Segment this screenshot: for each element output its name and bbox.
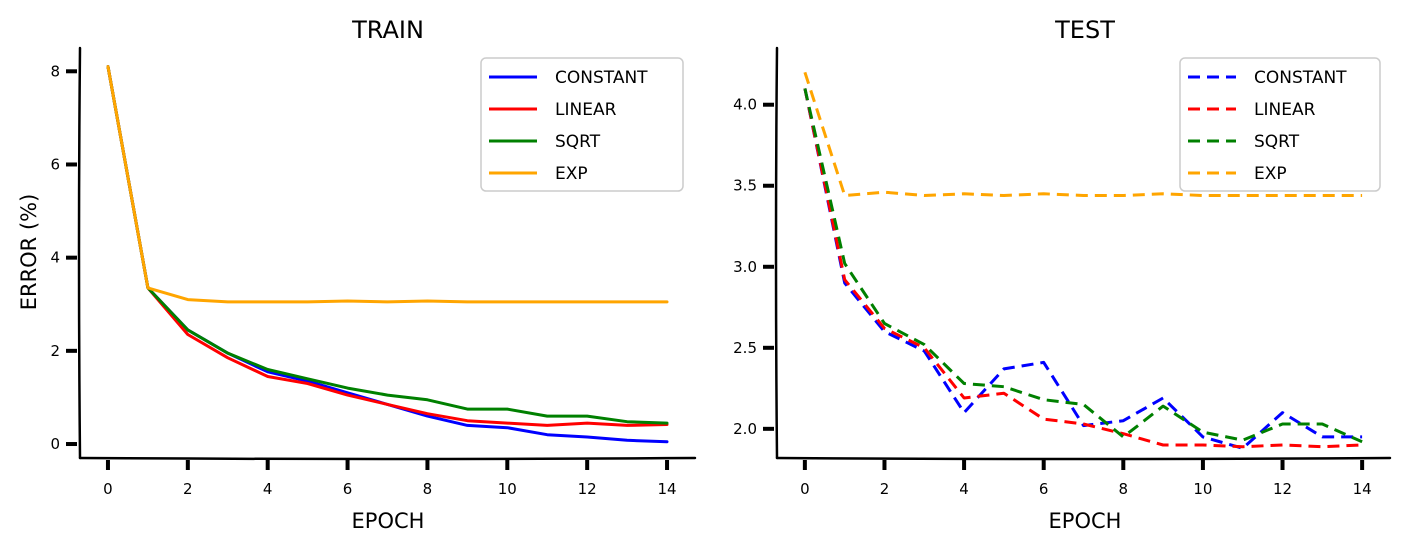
test-series-line-exp bbox=[803, 71, 1363, 197]
train-x-tick-label: 10 bbox=[498, 480, 517, 498]
train-y-tick-label: 6 bbox=[50, 155, 60, 173]
train-series-line-linear bbox=[106, 65, 669, 427]
train-x-tick-label: 6 bbox=[343, 480, 353, 498]
train-y-tick-label: 8 bbox=[50, 62, 60, 80]
train-x-tick-label: 14 bbox=[657, 480, 676, 498]
train-y-tick-label: 2 bbox=[50, 342, 60, 360]
train-legend-box bbox=[480, 57, 684, 192]
train-x-axis-spine bbox=[78, 456, 697, 461]
test-legend-label-linear: LINEAR bbox=[1254, 100, 1316, 120]
test-legend-label-exp: EXP bbox=[1254, 164, 1287, 184]
train-x-tick-label: 0 bbox=[103, 480, 113, 498]
test-x-axis-label: EPOCH bbox=[1049, 509, 1122, 533]
test-x-tick-label: 2 bbox=[880, 480, 890, 498]
train-x-tick-label: 2 bbox=[183, 480, 193, 498]
train-legend-label-sqrt: SQRT bbox=[555, 132, 601, 152]
test-y-tick-label: 2.5 bbox=[733, 339, 757, 357]
test-x-tick-label: 8 bbox=[1119, 480, 1129, 498]
test-y-tick-label: 2.0 bbox=[733, 420, 757, 438]
train-x-axis-label: EPOCH bbox=[352, 509, 425, 533]
train-chart-panel: TRAIN EPOCH ERROR (%) 0 2 4 6 8 10 12 14 0 2 4 6 8 CO… bbox=[17, 16, 697, 533]
train-legend-label-exp: EXP bbox=[555, 164, 588, 184]
test-y-axis-spine bbox=[774, 46, 779, 460]
test-x-tick-label: 6 bbox=[1039, 480, 1049, 498]
test-x-tick-label: 0 bbox=[800, 480, 810, 498]
train-y-axis-label: ERROR (%) bbox=[17, 194, 41, 311]
train-legend: CONSTANT LINEAR SQRT EXP bbox=[480, 57, 684, 192]
test-x-tick-label: 10 bbox=[1193, 480, 1212, 498]
test-series-line-constant bbox=[803, 88, 1363, 450]
test-x-tick-label: 14 bbox=[1353, 480, 1372, 498]
test-x-axis-spine bbox=[775, 456, 1392, 461]
train-y-tick-label: 0 bbox=[50, 435, 60, 453]
test-chart-title: TEST bbox=[1054, 16, 1115, 44]
test-y-tick-label: 3.0 bbox=[733, 258, 757, 276]
test-series-line-sqrt bbox=[803, 88, 1363, 444]
train-y-tick-label: 4 bbox=[50, 249, 60, 267]
train-legend-label-constant: CONSTANT bbox=[555, 68, 648, 88]
train-x-tick-label: 12 bbox=[578, 480, 597, 498]
train-y-axis-spine bbox=[77, 46, 82, 460]
test-legend-label-sqrt: SQRT bbox=[1254, 132, 1300, 152]
train-series-line-exp bbox=[106, 65, 669, 304]
test-x-tick-label: 12 bbox=[1273, 480, 1292, 498]
train-x-tick-label: 4 bbox=[263, 480, 273, 498]
test-legend-label-constant: CONSTANT bbox=[1254, 68, 1347, 88]
test-y-tick-label: 4.0 bbox=[733, 96, 757, 114]
test-x-tick-label: 4 bbox=[959, 480, 969, 498]
test-chart-panel: TEST EPOCH 0 2 4 6 8 10 12 14 2.0 2.5 3.0 3.5 4.0 CON… bbox=[733, 16, 1392, 533]
train-legend-label-linear: LINEAR bbox=[555, 100, 617, 120]
test-series-line-linear bbox=[803, 88, 1363, 449]
test-y-tick-label: 3.5 bbox=[733, 177, 757, 195]
train-chart-title: TRAIN bbox=[351, 16, 424, 44]
test-legend-box bbox=[1179, 57, 1381, 192]
train-series-line-sqrt bbox=[106, 65, 669, 425]
train-x-tick-label: 8 bbox=[423, 480, 433, 498]
test-legend: CONSTANT LINEAR SQRT EXP bbox=[1179, 57, 1381, 192]
